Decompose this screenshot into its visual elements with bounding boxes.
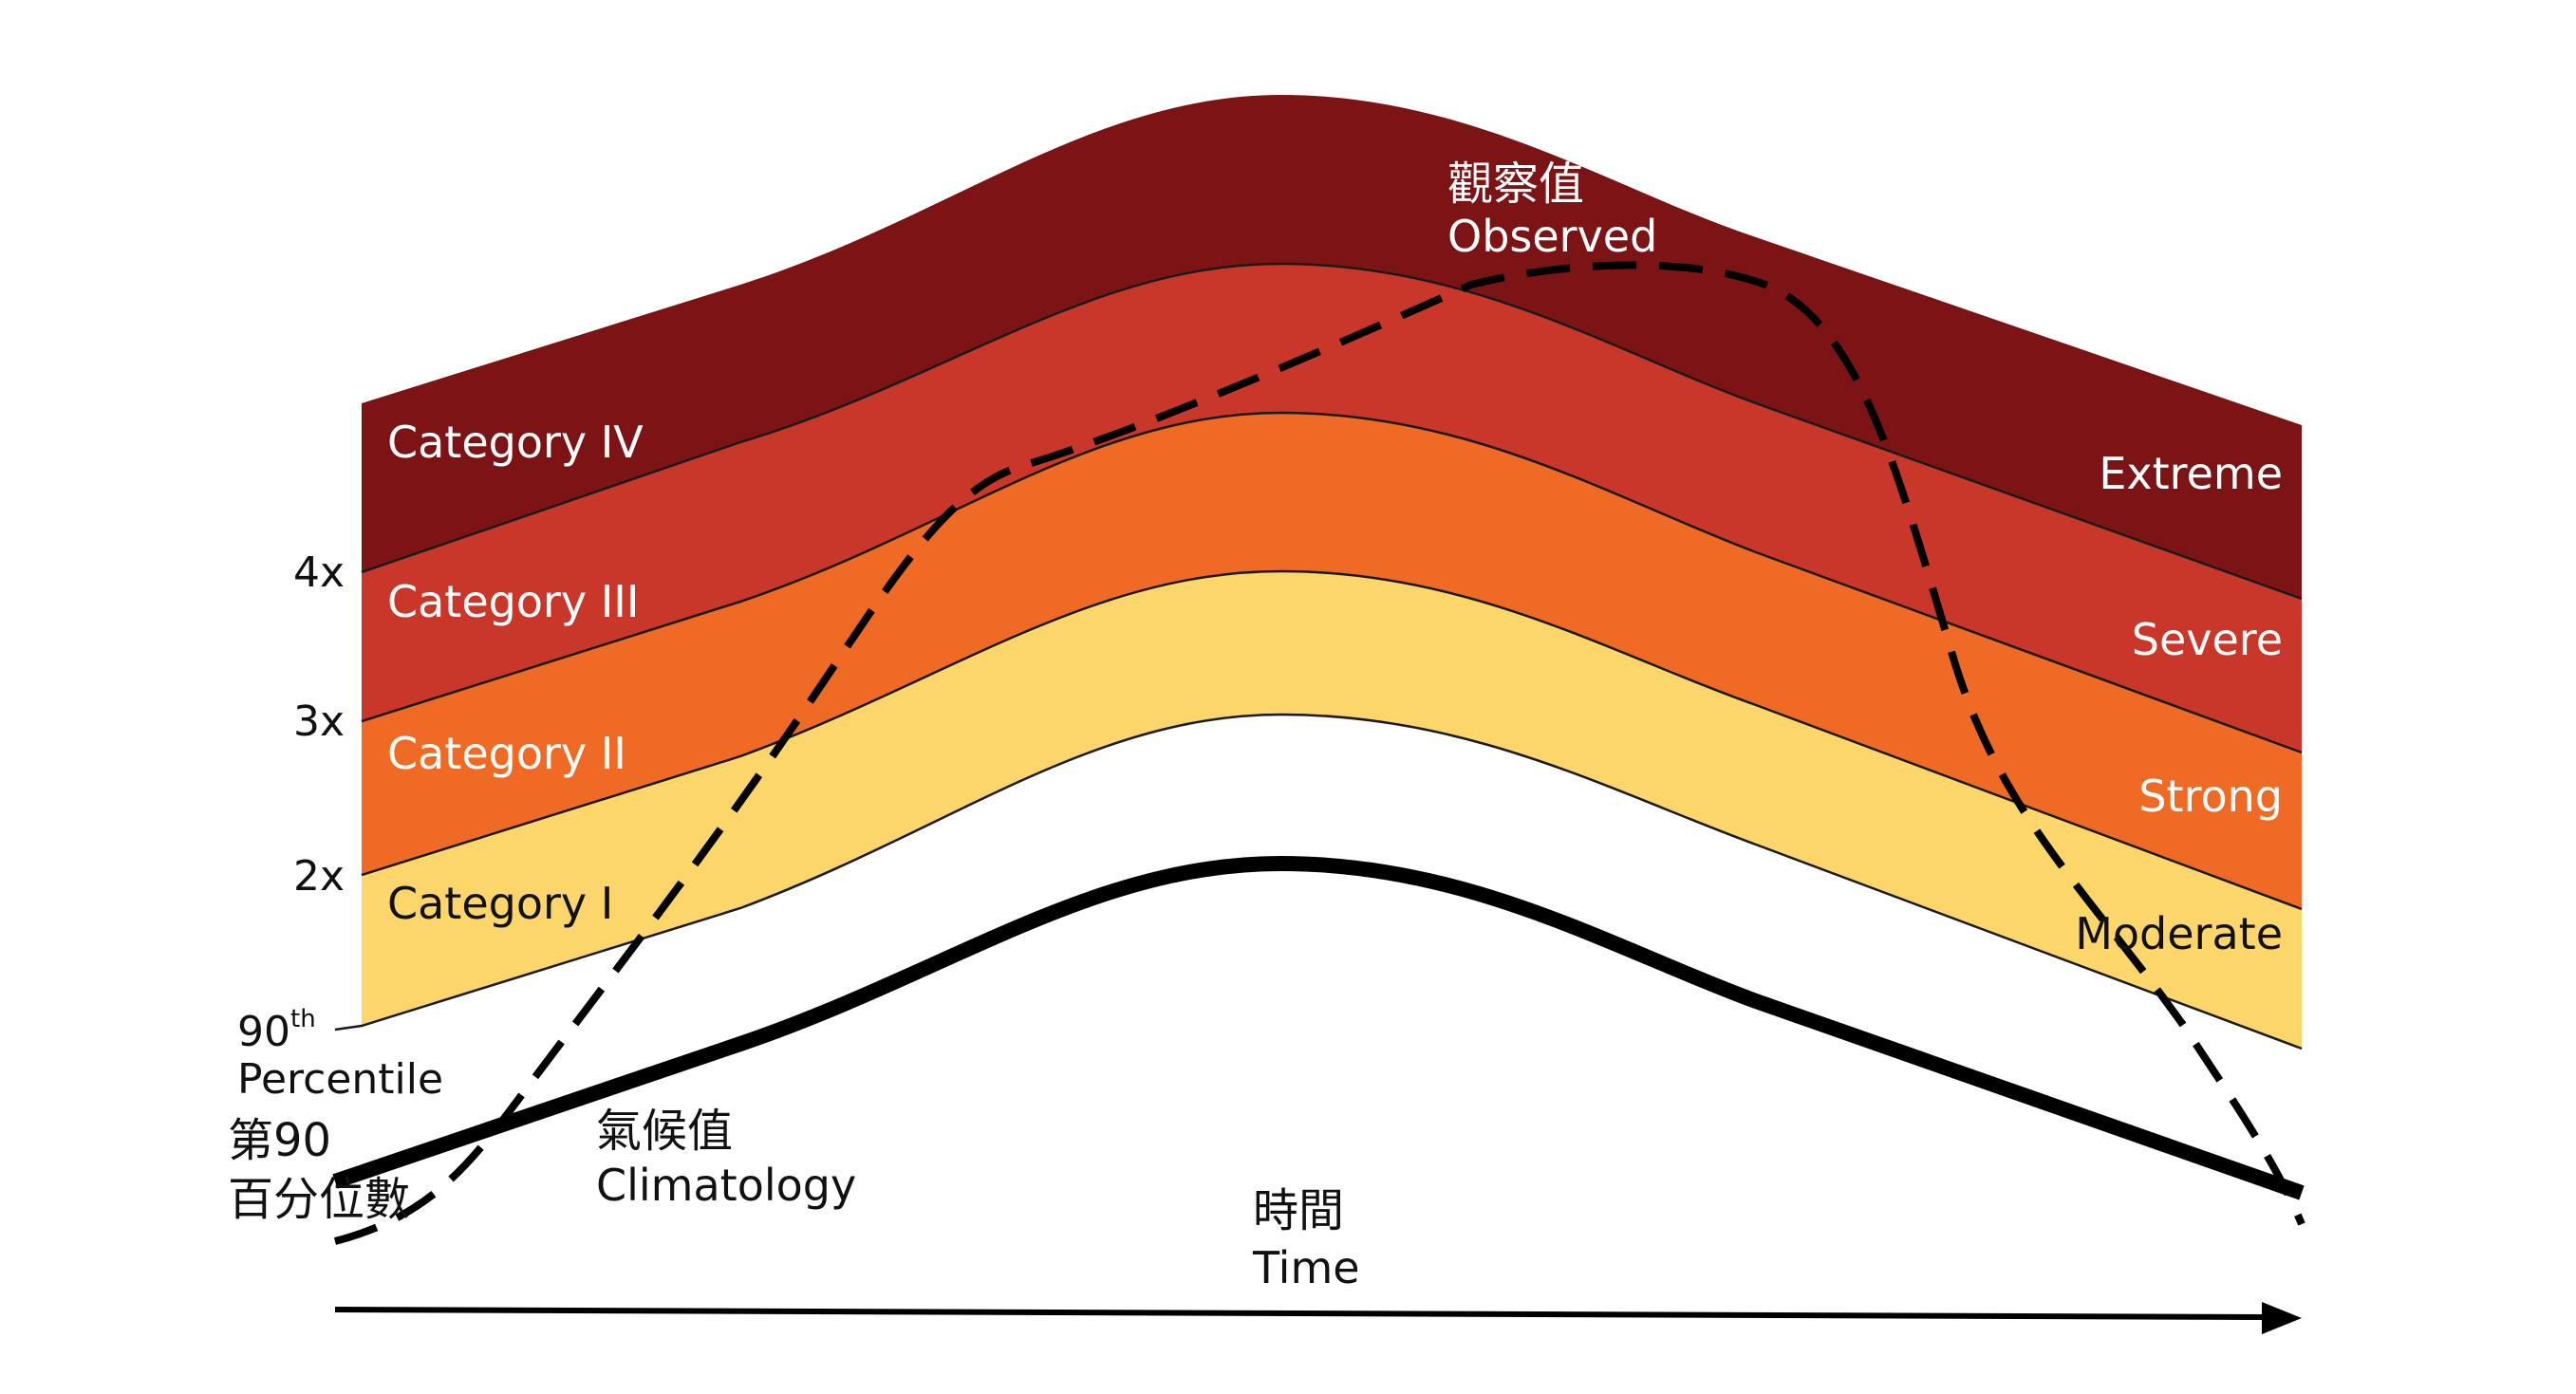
label-category-i: Category I (387, 878, 613, 929)
label-90th-suffix: th (290, 1005, 316, 1033)
tick-3x: 3x (293, 697, 345, 746)
boundary-3x (361, 411, 2303, 754)
tick-4x: 4x (293, 548, 345, 597)
label-strong: Strong (2138, 771, 2283, 822)
label-extreme: Extreme (2099, 448, 2283, 499)
boundary-4x (361, 262, 2303, 601)
climatology-line (332, 856, 2305, 1200)
label-category-ii: Category II (387, 728, 626, 779)
time-axis-line (334, 1307, 2265, 1320)
boundary-90th-percentile (334, 713, 2303, 1050)
label-climatology-en: Climatology (596, 1160, 856, 1211)
label-percentile-zh-2: 百分位數 (228, 1173, 410, 1226)
label-time-zh: 時間 (1253, 1184, 1344, 1237)
label-observed-en: Observed (1447, 211, 1657, 262)
label-moderate: Moderate (2075, 908, 2283, 959)
label-severe: Severe (2132, 614, 2283, 665)
time-axis-arrowhead (2262, 1302, 2302, 1334)
label-90th: 90th (237, 1005, 316, 1056)
band-boundaries (334, 262, 2303, 1050)
label-percentile-zh-1: 第90 (228, 1114, 331, 1167)
label-observed-zh: 觀察值 (1447, 158, 1584, 211)
label-category-iv: Category IV (387, 417, 644, 468)
tick-2x: 2x (293, 852, 345, 901)
band-strong (362, 413, 2302, 909)
band-severe (362, 264, 2302, 753)
label-category-iii: Category III (387, 576, 639, 627)
label-90th-number: 90 (237, 1008, 290, 1056)
label-percentile: Percentile (237, 1055, 443, 1104)
band-moderate (362, 571, 2302, 1049)
boundary-2x (361, 569, 2303, 911)
label-time-en: Time (1252, 1242, 1360, 1293)
observed-line (333, 261, 2305, 1245)
label-climatology-zh: 氣候值 (596, 1105, 733, 1158)
band-extreme (362, 95, 2302, 599)
